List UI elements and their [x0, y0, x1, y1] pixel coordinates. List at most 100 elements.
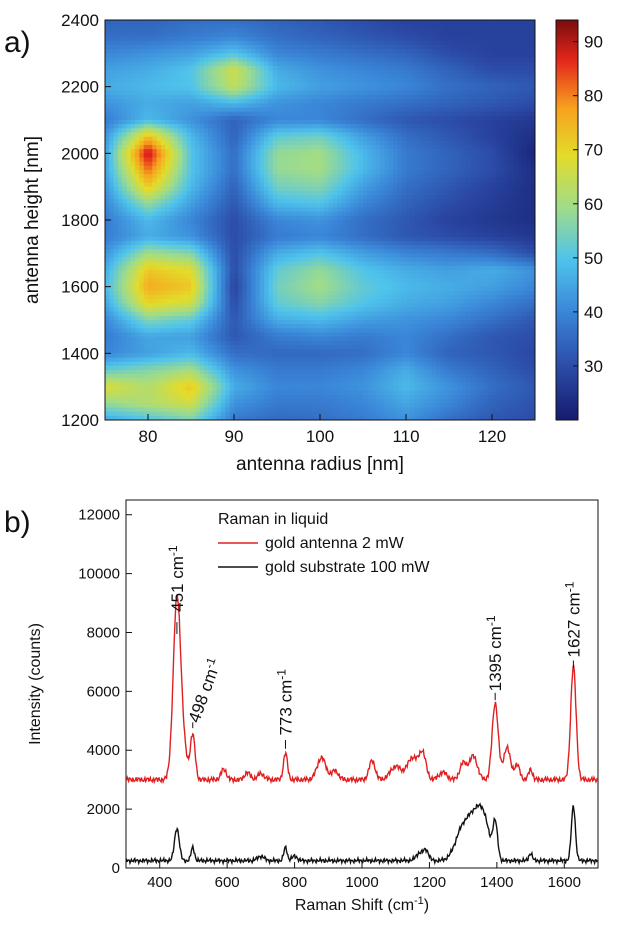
heatmap-cell	[285, 153, 291, 159]
heatmap-cell	[496, 107, 502, 113]
heatmap-cell	[350, 111, 355, 117]
heatmap-cell	[315, 215, 321, 221]
heatmap-cell	[195, 211, 201, 217]
heatmap-cell	[367, 174, 373, 179]
heatmap-cell	[272, 49, 278, 54]
heatmap-cell	[436, 203, 441, 209]
heatmap-cell	[522, 190, 527, 196]
heatmap-cell	[513, 215, 519, 221]
heatmap-cell	[178, 178, 183, 184]
heatmap-cell	[234, 140, 239, 146]
heatmap-cell	[212, 115, 218, 121]
heatmap-cell	[203, 120, 209, 125]
heatmap-cell	[208, 124, 214, 129]
heatmap-cell	[208, 145, 214, 150]
heatmap-cell	[509, 161, 515, 167]
heatmap-cell	[264, 207, 269, 213]
heatmap-cell	[328, 186, 334, 192]
heatmap-cell	[311, 20, 317, 25]
heatmap-cell	[457, 36, 463, 42]
heatmap-cell	[208, 157, 214, 163]
heatmap-cell	[457, 186, 463, 192]
heatmap-cell	[423, 149, 429, 154]
heatmap-cell	[126, 103, 132, 109]
heatmap-cell	[363, 86, 368, 92]
heatmap-cell	[496, 65, 502, 71]
heatmap-cell	[466, 161, 472, 167]
heatmap-cell	[358, 61, 364, 67]
heatmap-cell	[414, 161, 420, 167]
heatmap-cell	[225, 165, 231, 171]
heatmap-cell	[173, 190, 179, 196]
heatmap-cell	[332, 45, 338, 50]
heatmap-cell	[203, 220, 209, 225]
heatmap-cell	[173, 149, 179, 154]
heatmap-cell	[281, 74, 287, 79]
heatmap-cell	[195, 124, 201, 129]
heatmap-cell	[474, 132, 480, 138]
heatmap-cell	[113, 28, 119, 34]
heatmap-cell	[358, 95, 364, 100]
heatmap-cell	[388, 203, 394, 209]
heatmap-cell	[160, 182, 166, 188]
heatmap-cell	[466, 203, 472, 209]
heatmap-cell	[109, 36, 115, 42]
heatmap-cell	[388, 136, 394, 142]
heatmap-cell	[371, 78, 377, 84]
heatmap-cell	[380, 132, 386, 138]
heatmap-cell	[264, 90, 269, 96]
heatmap-cell	[229, 153, 235, 159]
heatmap-cell	[191, 190, 196, 196]
heatmap-cell	[504, 57, 510, 63]
heatmap-cell	[401, 103, 407, 109]
heatmap-cell	[122, 170, 128, 175]
heatmap-cell	[483, 153, 489, 159]
heatmap-cell	[298, 53, 304, 59]
heatmap-cell	[332, 224, 338, 229]
heatmap-cell	[289, 103, 295, 109]
heatmap-cell	[264, 132, 269, 138]
heatmap-cell	[320, 32, 325, 38]
heatmap-cell	[225, 28, 231, 34]
heatmap-cell	[337, 57, 343, 63]
heatmap-cell	[186, 65, 192, 71]
heatmap-cell	[229, 136, 235, 142]
heatmap-cell	[264, 140, 269, 146]
heatmap-cell	[199, 132, 205, 138]
heatmap-cell	[371, 74, 377, 79]
heatmap-cell	[307, 40, 312, 46]
heatmap-cell	[139, 111, 145, 117]
heatmap-cell	[332, 220, 338, 225]
heatmap-cell	[225, 111, 231, 117]
heatmap-cell	[324, 220, 330, 225]
heatmap-cell	[474, 86, 480, 92]
heatmap-cell	[294, 86, 300, 92]
heatmap-cell	[294, 103, 300, 109]
heatmap-cell	[375, 140, 381, 146]
heatmap-cell	[461, 82, 467, 88]
heatmap-cell	[143, 86, 149, 92]
heatmap-cell	[178, 78, 183, 84]
heatmap-cell	[208, 90, 214, 96]
heatmap-cell	[294, 211, 300, 217]
heatmap-cell	[255, 128, 261, 134]
heatmap-cell	[255, 78, 261, 84]
heatmap-cell	[315, 57, 321, 63]
heatmap-cell	[109, 195, 115, 200]
heatmap-cell	[148, 224, 153, 229]
heatmap-cell	[143, 149, 149, 154]
heatmap-cell	[500, 157, 506, 163]
heatmap-cell	[449, 57, 454, 63]
heatmap-cell	[203, 49, 209, 54]
heatmap-cell	[526, 49, 532, 54]
heatmap-cell	[165, 107, 171, 113]
heatmap-cell	[285, 128, 291, 134]
heatmap-cell	[496, 203, 502, 209]
heatmap-cell	[332, 136, 338, 142]
heatmap-cell	[509, 132, 515, 138]
heatmap-cell	[122, 65, 128, 71]
heatmap-cell	[294, 190, 300, 196]
heatmap-cell	[234, 136, 239, 142]
heatmap-cell	[341, 124, 347, 129]
heatmap-cell	[199, 78, 205, 84]
